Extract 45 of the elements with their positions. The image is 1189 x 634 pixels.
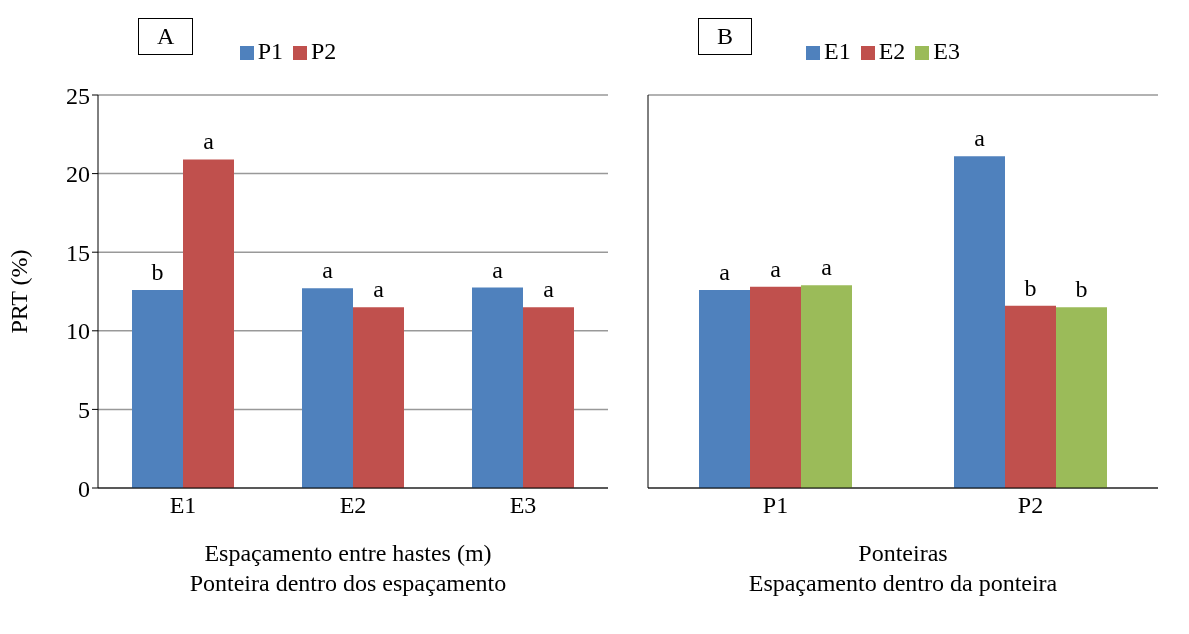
- bar: [353, 307, 404, 488]
- x-axis-title: Espaçamento entre hastes (m) Ponteira dentro dos espaçamento: [188, 539, 508, 598]
- x-tick-label: E3: [509, 492, 537, 519]
- x-tick-label: P1: [762, 492, 789, 519]
- bar: [1056, 307, 1107, 488]
- x-axis-title: Ponteiras Espaçamento dentro da ponteira: [747, 539, 1059, 598]
- data-label: a: [373, 276, 385, 303]
- y-axis-title: PRT (%): [5, 249, 32, 334]
- bar: [302, 288, 353, 488]
- data-label: a: [719, 258, 731, 285]
- bar: [132, 289, 183, 488]
- legend-label: P1: [257, 38, 283, 64]
- x-tick-label: E1: [169, 492, 197, 519]
- bar: [523, 307, 574, 488]
- y-tick-label: 5: [78, 396, 90, 423]
- data-label: a: [543, 276, 555, 303]
- data-label: a: [770, 255, 782, 282]
- legend-label: P2: [311, 38, 337, 64]
- data-label: b: [1024, 274, 1037, 301]
- x-tick-label: P2: [1017, 492, 1044, 519]
- legend-label: E1: [823, 38, 851, 64]
- legend-label: E2: [878, 38, 906, 64]
- data-label: a: [492, 256, 504, 283]
- x-tick-label: E2: [339, 492, 367, 519]
- data-label: b: [1075, 276, 1088, 303]
- data-label: a: [322, 257, 334, 284]
- chart-title: B: [698, 18, 753, 55]
- y-tick-label: 20: [66, 161, 90, 188]
- data-label: a: [974, 125, 986, 152]
- bar: [183, 159, 234, 488]
- bar: [472, 287, 523, 488]
- y-tick-label: 25: [66, 82, 90, 109]
- y-tick-label: 10: [66, 318, 90, 345]
- chart-title: A: [138, 18, 194, 55]
- bar: [801, 285, 852, 488]
- bar: [750, 286, 801, 488]
- data-label: a: [203, 128, 215, 155]
- data-label: b: [151, 258, 164, 285]
- y-tick-label: 0: [78, 475, 90, 502]
- bar: [954, 156, 1005, 488]
- y-tick-label: 15: [66, 239, 90, 266]
- data-label: a: [821, 254, 833, 281]
- bar: [699, 289, 750, 488]
- bar: [1005, 305, 1056, 488]
- legend-label: E3: [933, 38, 960, 64]
